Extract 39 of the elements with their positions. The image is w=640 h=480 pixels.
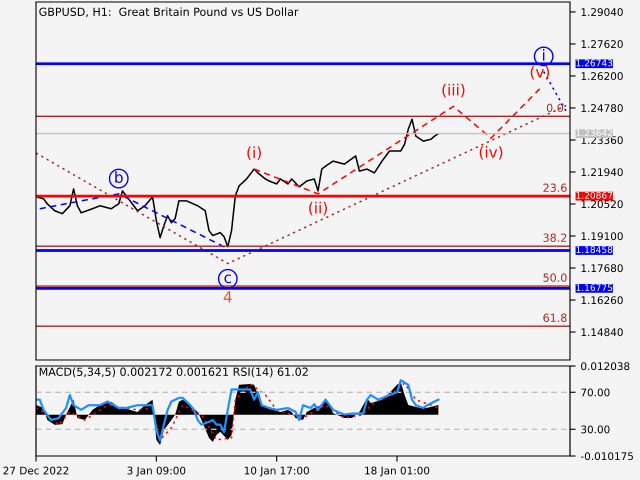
annotation: i [542,48,544,61]
y-tick-label: 0.012038 [581,362,630,370]
annotation: (ii) [309,202,327,216]
annotation: (iii) [442,84,464,98]
y-tick-label: 1.14840 [582,328,623,336]
annotation: 50.0 [543,273,567,282]
y2-tick-label: 70.00 [581,388,610,396]
annotation: 38.2 [543,234,566,242]
annotation: 61.8 [543,314,567,322]
ref-line-label: 1.16775 [576,284,612,292]
annotation: (i) [247,146,261,160]
y-tick-label: 1.29040 [582,8,623,16]
x-tick-label: 10 Jan 17:00 [244,466,309,476]
y-tick-label: 1.24780 [582,104,623,112]
annotation: 4 [224,291,232,302]
x-tick-label: 27 Dec 2022 [3,466,68,474]
y-tick-label: 1.20520 [582,200,623,208]
ref-line-label: 1.26743 [576,59,612,66]
y-tick-label: -0.010175 [580,452,633,460]
ref-line-label: 1.23642 [576,129,612,136]
y-tick-label: 1.26200 [582,72,623,80]
annotation: 0.0 [546,104,564,112]
annotation: (iv) [480,146,502,160]
x-tick-label: 18 Jan 01:00 [365,466,430,476]
x-tick-label: 3 Jan 09:00 [127,466,186,476]
ref-line-label: 1.20867 [576,192,612,199]
y2-tick-label: 30.00 [581,425,610,434]
y-tick-label: 1.21940 [582,168,623,176]
annotation: (v) [530,66,550,80]
chart-title: GBPUSD, H1: Great Britain Pound vs US Dollar [39,7,298,18]
annotation: c [224,274,232,284]
y-tick-label: 1.19100 [582,232,623,240]
y-tick-label: 1.16260 [582,296,623,304]
chart-title: MACD(5,34,5) 0.002172 0.001621 RSI(14) 61.02 [40,367,308,378]
y-tick-label: 1.27620 [582,40,623,48]
y-tick-label: 1.17680 [582,264,623,272]
ref-line-label: 1.18458 [576,246,612,254]
annotation: 23.6 [543,184,567,192]
annotation: b [115,171,123,184]
